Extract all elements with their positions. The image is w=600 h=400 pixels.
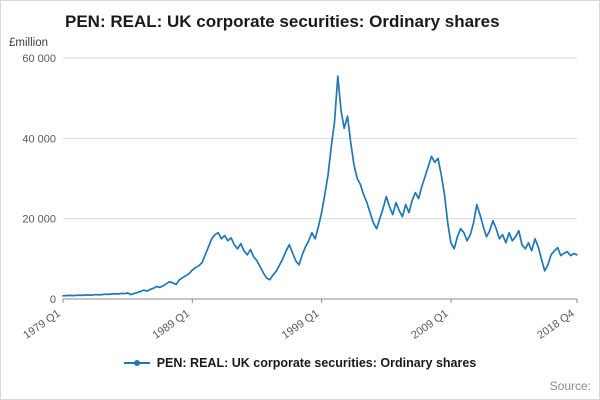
legend-dot xyxy=(133,360,140,366)
y-tick-label: 60 000 xyxy=(22,53,56,65)
legend-label: PEN: REAL: UK corporate securities: Ordi… xyxy=(156,356,477,370)
legend: PEN: REAL: UK corporate securities: Ordi… xyxy=(1,353,599,373)
y-tick-label: 0 xyxy=(50,294,56,306)
data-series-line xyxy=(62,75,578,297)
chart-plot-area: 0 20 000 40 000 60 000 1979 Q1 1989 Q1 1999 Q1… xyxy=(21,53,578,342)
x-tick-label: 2018 Q4 xyxy=(535,308,576,342)
x-tick-label: 1999 Q1 xyxy=(280,308,321,342)
y-tick-label: 40 000 xyxy=(22,133,56,145)
x-tick-label: 1989 Q1 xyxy=(151,308,192,342)
page-title: PEN: REAL: UK corporate securities: Ordi… xyxy=(65,12,500,31)
x-tick-label: 1979 Q1 xyxy=(21,308,62,342)
source-label: Source: xyxy=(549,379,591,393)
x-tick-label: 2009 Q1 xyxy=(409,308,450,342)
y-axis-unit-label: £million xyxy=(9,37,48,49)
y-tick-label: 20 000 xyxy=(22,214,56,226)
chart-svg: £million 0 20 000 40 000 60 000 1979 Q1 1989 … xyxy=(9,37,578,342)
legend-line-marker-icon xyxy=(123,360,150,366)
